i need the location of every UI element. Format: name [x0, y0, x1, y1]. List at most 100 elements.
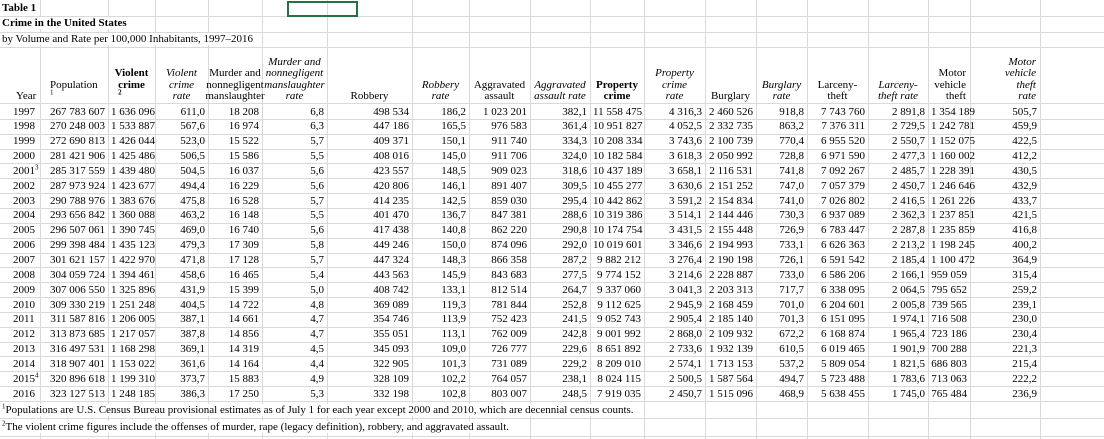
data-cell: 430,5 — [970, 164, 1040, 178]
header-text: Robbery — [350, 89, 389, 102]
grid-column-line — [590, 0, 591, 439]
data-cell: 4 052,5 — [644, 119, 705, 133]
data-cell: 320 896 618 — [40, 372, 108, 386]
cell-text: 728,8 — [779, 150, 804, 163]
data-cell: 238,1 — [530, 372, 590, 386]
data-cell: 6,8 — [262, 105, 327, 119]
year-cell: 20154 — [0, 372, 40, 386]
footnote: 1Populations are U.S. Census Bureau prov… — [2, 403, 637, 417]
grid-column-line — [1040, 0, 1041, 439]
data-cell: 136,7 — [412, 208, 469, 222]
cell-text: 2 729,5 — [892, 120, 925, 133]
cell-text: 1 251 248 — [111, 298, 155, 311]
data-cell: 2 729,5 — [868, 119, 928, 133]
cell-text: 2 100 739 — [709, 135, 753, 148]
cell-text: 1 439 480 — [111, 164, 155, 177]
data-cell: 6 955 520 — [807, 134, 868, 148]
cell-text: 7 376 311 — [821, 120, 865, 133]
grid-row-line — [0, 297, 1104, 298]
cell-text: 1 023 201 — [483, 105, 527, 118]
data-cell: 1 217 057 — [108, 327, 155, 341]
data-cell: 408 016 — [327, 149, 412, 163]
selected-cell[interactable] — [287, 1, 358, 17]
cell-text: 494,7 — [779, 372, 804, 385]
data-cell: 230,4 — [970, 327, 1040, 341]
cell-text: 976 583 — [491, 120, 527, 133]
header-text: manslaughter — [264, 78, 325, 91]
cell-text: 1 435 123 — [111, 239, 155, 252]
data-cell: 2 416,5 — [868, 194, 928, 208]
cell-text: 373,7 — [180, 372, 205, 385]
data-cell: 2 574,1 — [644, 357, 705, 371]
cell-text: 17 128 — [228, 254, 259, 266]
cell-text: 1 515 096 — [709, 387, 753, 400]
header-text: vehicle — [934, 78, 966, 91]
cell-text: 1 390 745 — [111, 224, 155, 237]
cell-text: 3 618,3 — [669, 150, 702, 163]
header-line: rate — [773, 90, 791, 102]
data-cell: 332 198 — [327, 387, 412, 401]
data-cell: 16 974 — [208, 119, 262, 133]
grid-row-line — [0, 119, 1104, 120]
data-cell: 1 974,1 — [868, 312, 928, 326]
cell-text: 1 360 088 — [111, 209, 155, 222]
header-line: vehicle — [934, 78, 966, 91]
header-text: Aggravated — [473, 78, 526, 91]
data-cell: 1 168 298 — [108, 342, 155, 356]
grid-column-line — [530, 0, 531, 439]
header-line: crime — [604, 90, 631, 102]
cell-text: 14 856 — [228, 328, 259, 341]
cell-text: 16 148 — [228, 209, 259, 222]
data-cell: 859 030 — [469, 194, 530, 208]
cell-text: 1 533 887 — [111, 120, 155, 133]
cell-text: 2 166,1 — [892, 268, 925, 281]
data-cell: 229,6 — [530, 342, 590, 356]
cell-text: 292,0 — [562, 239, 587, 252]
grid-row-line — [0, 327, 1104, 328]
data-cell: 9 882 212 — [590, 253, 644, 267]
data-cell: 432,9 — [970, 179, 1040, 193]
cell-text: 10 182 584 — [593, 150, 643, 163]
header-text: Property — [655, 67, 694, 80]
cell-text: 4,4 — [310, 357, 324, 370]
cell-text: 506,5 — [180, 150, 205, 163]
cell-text: 295,4 — [562, 194, 587, 207]
cell-text: 716 508 — [931, 313, 967, 326]
grid-column-line — [469, 0, 470, 439]
data-cell: 731 089 — [469, 357, 530, 371]
data-cell: 1 198 245 — [928, 238, 975, 252]
cell-text: 10 455 277 — [593, 179, 643, 192]
data-cell: 770,4 — [756, 134, 807, 148]
cell-text: 5,4 — [310, 268, 324, 281]
cell-text: 479,3 — [180, 239, 205, 252]
cell-text: 3 276,4 — [669, 254, 702, 266]
data-cell: 2 154 834 — [705, 194, 756, 208]
header-line: rate — [666, 90, 684, 102]
cell-text: 2 500,5 — [669, 372, 702, 385]
cell-text: 101,3 — [441, 357, 466, 370]
data-cell: 239,1 — [970, 298, 1040, 312]
data-cell: 2 109 932 — [705, 327, 756, 341]
cell-text: 1 423 677 — [111, 179, 155, 192]
data-cell: 17 250 — [208, 387, 262, 401]
grid-column-line — [705, 0, 706, 439]
cell-text: 113,9 — [441, 313, 466, 326]
data-cell: 479,3 — [155, 238, 208, 252]
cell-text: 2013 — [13, 343, 35, 356]
cell-text: 498 534 — [373, 105, 409, 118]
cell-text: 1 965,4 — [892, 328, 925, 341]
cell-text: 5,5 — [310, 209, 324, 222]
data-cell: 416,8 — [970, 223, 1040, 237]
cell-text: 2006 — [13, 239, 35, 252]
grid-column-line — [644, 0, 645, 439]
data-cell: 431,9 — [155, 283, 208, 297]
data-cell: 387,1 — [155, 312, 208, 326]
cell-text: 259,2 — [1012, 283, 1037, 296]
data-cell: 1 783,6 — [868, 372, 928, 386]
data-cell: 8 024 115 — [590, 372, 644, 386]
cell-text: 142,5 — [441, 194, 466, 207]
cell-text: 2 574,1 — [669, 357, 702, 370]
cell-text: 10 319 386 — [593, 209, 643, 222]
header-text: theft — [1016, 78, 1036, 91]
column-header: Murder and nonnegligent manslaughter rate — [262, 47, 327, 103]
